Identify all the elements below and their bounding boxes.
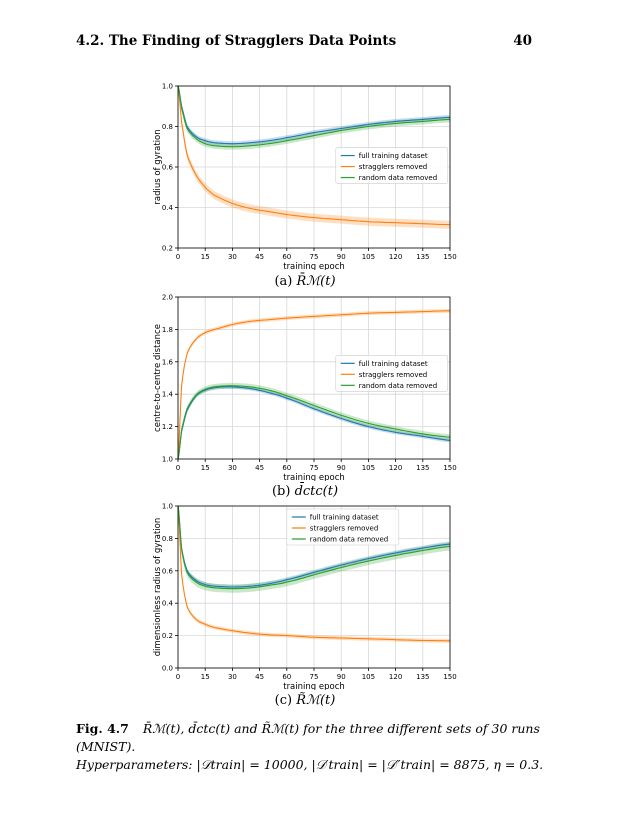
subcaption-a-math: R̄ℳ(t) [296, 274, 336, 289]
x-tick-label-6: 90 [337, 673, 346, 681]
band-0 [178, 86, 450, 147]
x-tick-label-3: 45 [255, 253, 264, 261]
y-tick-label-1: 0.2 [162, 632, 173, 640]
legend-box [335, 355, 449, 392]
x-tick-label-0: 0 [176, 464, 180, 472]
x-tick-label-1: 15 [201, 253, 210, 261]
y-tick-label-0: 1.0 [162, 456, 173, 464]
x-tick-label-4: 60 [282, 673, 291, 681]
y-axis-label: centre-to-centre distance [153, 324, 163, 432]
series-line-0 [177, 85, 451, 145]
legend-label-0: full training dataset [359, 360, 428, 368]
y-tick-label-2: 0.4 [162, 600, 174, 608]
x-tick-label-6: 90 [337, 253, 346, 261]
x-tick-label-4: 60 [282, 464, 291, 472]
y-tick-label-0: 0.2 [162, 245, 173, 253]
y-tick-label-1: 0.4 [162, 204, 174, 212]
x-tick-label-9: 135 [416, 464, 429, 472]
x-tick-label-2: 30 [228, 253, 237, 261]
x-tick-label-0: 0 [176, 253, 180, 261]
figure-label: Fig. 4.7 [76, 721, 129, 736]
subcaption-b-label: (b) [271, 484, 291, 499]
x-tick-label-7: 105 [362, 673, 375, 681]
legend-label-1: stragglers removed [359, 163, 427, 171]
x-tick-label-5: 75 [310, 253, 319, 261]
subcaption-b: (b) d̄ctc(t) [140, 484, 470, 502]
legend-label-2: random data removed [310, 536, 388, 544]
chart-centre-distance: 0 15 30 45 60 75 90 105 120 135 150 1.0 1.2 1.4 1.6 1.8… [153, 294, 457, 482]
legend-label-2: random data removed [359, 174, 437, 182]
x-tick-label-0: 0 [176, 673, 180, 681]
legend-label-1: stragglers removed [310, 525, 378, 533]
x-tick-label-2: 30 [228, 673, 237, 681]
x-tick-label-5: 75 [310, 673, 319, 681]
x-tick-label-3: 45 [255, 464, 264, 472]
legend-label-0: full training dataset [359, 152, 428, 160]
x-tick-label-7: 105 [362, 464, 375, 472]
figure-caption-line1: R̄ℳ(t), d̄ctc(t) and R̃ℳ(t) for the thre… [76, 721, 540, 754]
y-tick-label-5: 1.0 [162, 503, 173, 511]
y-axis-label: radius of gyration [153, 129, 163, 204]
y-tick-label-0: 0.0 [162, 665, 173, 673]
series-line-1 [177, 505, 450, 642]
x-axis-label: training epoch [283, 682, 345, 690]
x-tick-label-9: 135 [416, 673, 429, 681]
x-tick-label-6: 90 [337, 464, 346, 472]
y-tick-label-4: 0.8 [162, 535, 173, 543]
chart-radius-of-gyration: 0 15 30 45 60 75 90 105 120 135 150 0.2 0.4 0.6 0.8 1.0… [153, 83, 457, 271]
series-line-1 [177, 310, 450, 460]
legend-box [335, 147, 449, 184]
subcaption-b-math: d̄ctc(t) [294, 484, 339, 499]
section-title: 4.2. The Finding of Stragglers Data Poin… [76, 33, 397, 49]
x-tick-label-1: 15 [201, 464, 210, 472]
subcaption-c-label: (c) [274, 693, 293, 708]
y-tick-label-3: 1.6 [162, 358, 174, 366]
x-axis-label: training epoch [283, 473, 345, 481]
subcaption-a-label: (a) [274, 274, 293, 289]
y-tick-label-2: 0.6 [162, 164, 174, 172]
x-axis-label: training epoch [283, 262, 345, 270]
legend-label-1: stragglers removed [359, 371, 427, 379]
legend-label-0: full training dataset [310, 514, 379, 522]
series-line-2 [177, 505, 451, 590]
series-line-1 [177, 85, 451, 226]
x-tick-label-9: 135 [416, 253, 429, 261]
x-tick-label-10: 150 [443, 253, 456, 261]
y-tick-label-4: 1.8 [162, 326, 173, 334]
x-tick-label-10: 150 [443, 464, 456, 472]
subcaption-c-math: R̃ℳ(t) [296, 693, 336, 708]
figure-caption-line2: Hyperparameters: |𝒟train| = 10000, |𝒟′tr… [76, 757, 544, 772]
subcaption-a: (a) R̄ℳ(t) [140, 274, 470, 292]
y-tick-label-3: 0.6 [162, 567, 174, 575]
chart-dimensionless-radius: 0 15 30 45 60 75 90 105 120 135 150 0.0 0.2 0.4 0.6 0.8… [153, 503, 457, 691]
subcaption-c: (c) R̃ℳ(t) [140, 693, 470, 711]
x-tick-label-3: 45 [255, 673, 264, 681]
series-line-2 [177, 85, 451, 148]
x-tick-label-7: 105 [362, 253, 375, 261]
series-line-0 [177, 386, 451, 460]
legend-label-2: random data removed [359, 382, 437, 390]
series-line-2 [177, 385, 451, 460]
running-header: 4.2. The Finding of Stragglers Data Poin… [76, 33, 532, 55]
page-number: 40 [513, 33, 532, 49]
legend-box [286, 508, 400, 546]
x-tick-label-5: 75 [310, 464, 319, 472]
y-axis-label: dimensionless radius of gyration [153, 518, 163, 656]
y-tick-label-2: 1.4 [162, 391, 174, 399]
x-tick-label-8: 120 [389, 464, 402, 472]
x-tick-label-2: 30 [228, 464, 237, 472]
y-tick-label-3: 0.8 [162, 123, 173, 131]
x-tick-label-4: 60 [282, 253, 291, 261]
x-tick-label-10: 150 [443, 673, 456, 681]
x-tick-label-8: 120 [389, 253, 402, 261]
y-tick-label-1: 1.2 [162, 423, 173, 431]
figure-caption: Fig. 4.7 R̄ℳ(t), d̄ctc(t) and R̃ℳ(t) for … [76, 720, 546, 774]
x-tick-label-8: 120 [389, 673, 402, 681]
y-tick-label-5: 2.0 [162, 294, 173, 302]
x-tick-label-1: 15 [201, 673, 210, 681]
series-line-0 [177, 505, 451, 588]
y-tick-label-4: 1.0 [162, 83, 173, 91]
